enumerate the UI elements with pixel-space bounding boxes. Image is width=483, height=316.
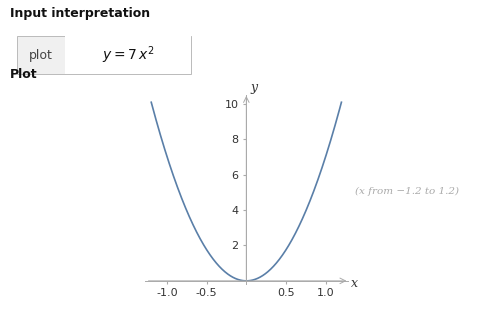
- Text: Plot: Plot: [10, 68, 37, 81]
- FancyBboxPatch shape: [65, 36, 191, 74]
- Text: y: y: [250, 81, 257, 94]
- Text: plot: plot: [29, 49, 53, 62]
- Text: x: x: [351, 277, 358, 290]
- Text: Input interpretation: Input interpretation: [10, 7, 150, 20]
- Text: $y = 7\,x^2$: $y = 7\,x^2$: [101, 44, 155, 66]
- Text: (x from −1.2 to 1.2): (x from −1.2 to 1.2): [355, 187, 459, 196]
- FancyBboxPatch shape: [17, 36, 191, 74]
